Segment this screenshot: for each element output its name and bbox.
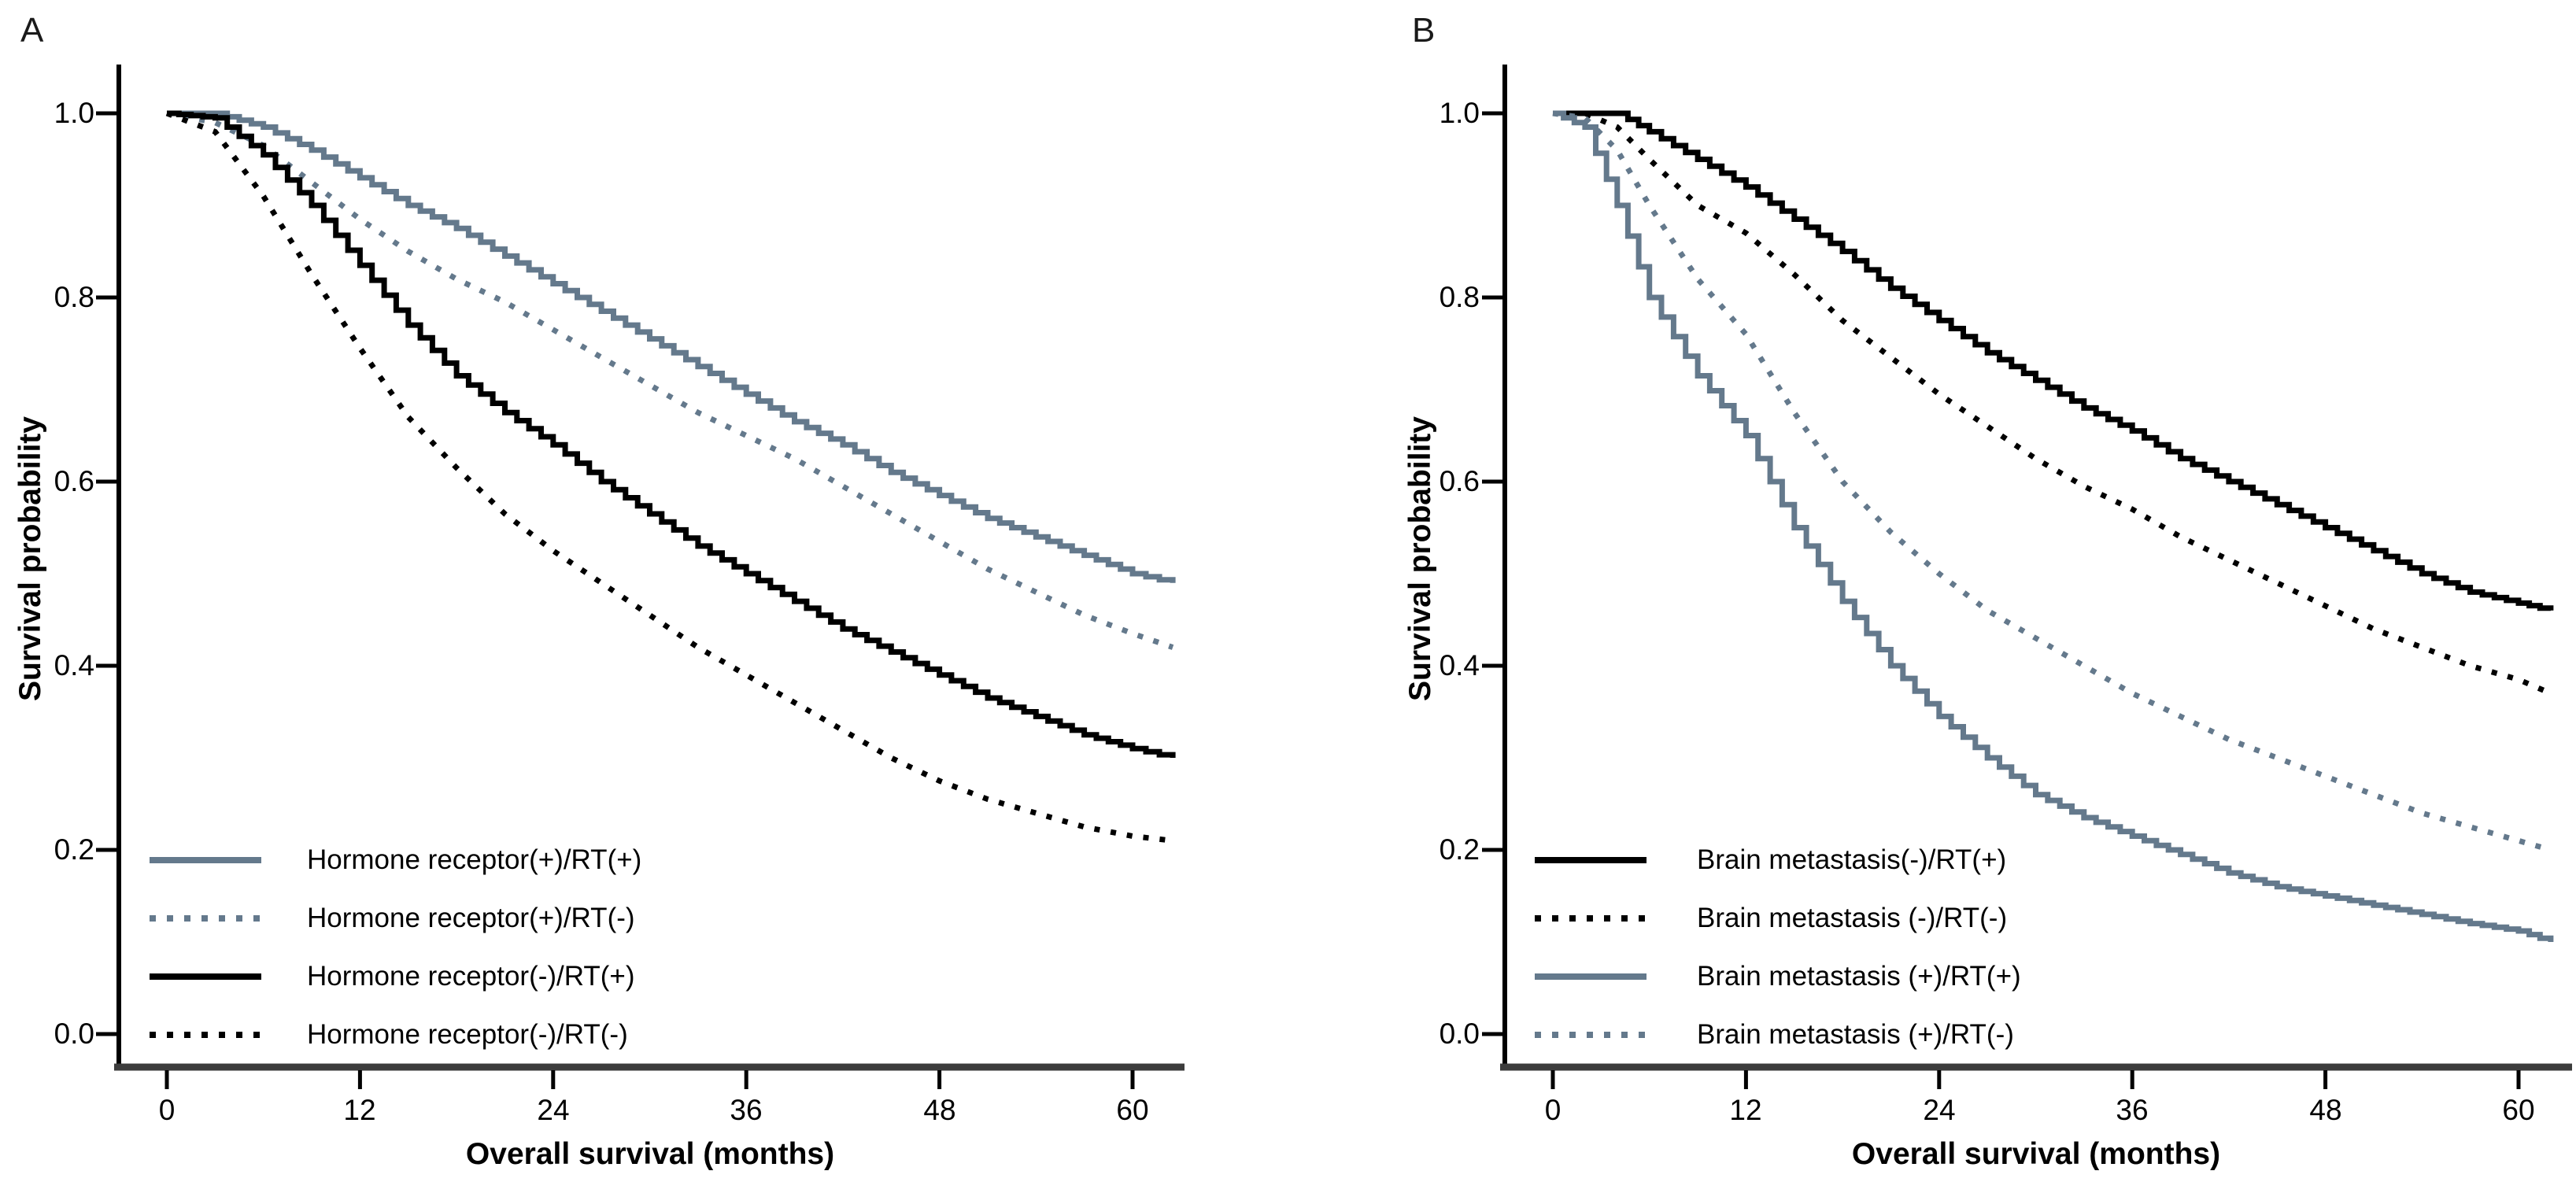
panel-b-letter: B	[1412, 11, 1436, 50]
panel-b-ytick-0.0: 0.0	[1439, 1018, 1480, 1050]
panel-a-letter: A	[20, 11, 44, 50]
panel-b-ytick-0.6: 0.6	[1439, 465, 1480, 497]
panel-a-xtick-48: 48	[923, 1094, 956, 1126]
legend-b-label-bm-neg-rt-neg: Brain metastasis (-)/RT(-)	[1697, 903, 2008, 933]
legend-b-label-bm-neg-rt-pos: Brain metastasis(-)/RT(+)	[1697, 844, 2007, 875]
panel-a-xtick-60: 60	[1116, 1094, 1149, 1126]
panel-b-xtick-48: 48	[2309, 1094, 2342, 1126]
panel-a-xtick-12: 12	[343, 1094, 376, 1126]
panel-b-xtick-60: 60	[2502, 1094, 2535, 1126]
legend-a-label-hr-pos-rt-pos: Hormone receptor(+)/RT(+)	[307, 844, 642, 875]
panel-b-ytick-0.2: 0.2	[1439, 833, 1480, 866]
panel-a-ytick-0.4: 0.4	[54, 649, 94, 681]
legend-a-swatch-dotted-gray	[150, 915, 261, 922]
panel-b-xtick-24: 24	[1923, 1094, 1956, 1126]
panel-a-ytick-0.8: 0.8	[54, 281, 94, 313]
panel-a-xtick-24: 24	[537, 1094, 570, 1126]
legend-a-swatch-dotted-black	[150, 1032, 261, 1038]
panel-b-xtick-12: 12	[1729, 1094, 1762, 1126]
legend-a-label-hr-pos-rt-neg: Hormone receptor(+)/RT(-)	[307, 903, 635, 933]
panel-a-xtick-36: 36	[730, 1094, 763, 1126]
panel-b-ytick-1.0: 1.0	[1439, 97, 1480, 129]
panel-a-yaxis-title: Survival probability	[13, 416, 47, 701]
panel-a-xaxis-title: Overall survival (months)	[465, 1137, 835, 1171]
legend-b-swatch-dotted-gray	[1535, 1032, 1646, 1038]
legend-a-swatch-solid-black	[150, 973, 261, 980]
panel-b-ytick-0.8: 0.8	[1439, 281, 1480, 313]
legend-a-label-hr-neg-rt-neg: Hormone receptor(-)/RT(-)	[307, 1019, 628, 1050]
panel-a-ytick-0.2: 0.2	[54, 833, 94, 866]
legend-b-label-bm-pos-rt-pos: Brain metastasis (+)/RT(+)	[1697, 961, 2021, 992]
legend-b-label-bm-pos-rt-neg: Brain metastasis (+)/RT(-)	[1697, 1019, 2014, 1050]
panel-b-ytick-0.4: 0.4	[1439, 649, 1480, 681]
legend-a-swatch-solid-gray	[150, 857, 261, 863]
panel-a-ytick-0.6: 0.6	[54, 465, 94, 497]
panel-b-xtick-0: 0	[1544, 1094, 1561, 1126]
legend-a-label-hr-neg-rt-pos: Hormone receptor(-)/RT(+)	[307, 961, 635, 992]
legend-b-swatch-dotted-black	[1535, 915, 1646, 922]
panel-b-xtick-36: 36	[2116, 1094, 2149, 1126]
panel-a-xtick-0: 0	[158, 1094, 176, 1126]
legend-b-swatch-solid-black	[1535, 857, 1646, 863]
legend-b-swatch-solid-gray	[1535, 973, 1646, 980]
panel-b-xaxis-title: Overall survival (months)	[1851, 1137, 2221, 1171]
panel-b-yaxis-title: Survival probability	[1403, 416, 1437, 701]
panel-a-ytick-0.0: 0.0	[54, 1018, 94, 1050]
panel-a-ytick-1.0: 1.0	[54, 97, 94, 129]
